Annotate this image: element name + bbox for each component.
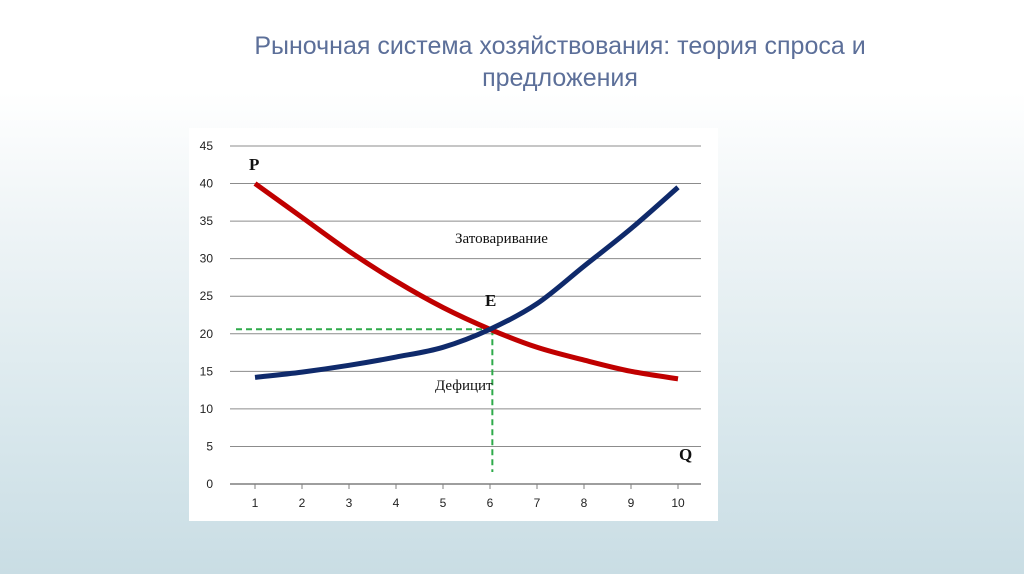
series-line-1 <box>253 181 679 382</box>
equilibrium-guides <box>236 328 494 472</box>
x-tick-label: 3 <box>346 496 353 510</box>
y-tick-labels: 0 5 10 15 20 25 30 35 40 45 <box>200 139 214 491</box>
series-lines <box>253 181 680 382</box>
y-tick-label: 5 <box>206 439 213 453</box>
x-tick-label: 10 <box>671 496 685 510</box>
x-tick-label: 2 <box>299 496 306 510</box>
x-tick-label: 5 <box>440 496 447 510</box>
x-tick-labels: 1 2 3 4 5 6 7 8 9 10 <box>252 484 685 510</box>
gridlines <box>230 145 701 447</box>
x-tick-label: 6 <box>487 496 494 510</box>
x-tick-label: 7 <box>534 496 541 510</box>
series-line-2 <box>254 185 680 380</box>
x-tick-label: 8 <box>581 496 588 510</box>
slide-title: Рыночная система хозяйствования: теория … <box>254 32 866 92</box>
price-axis-label: P <box>249 155 259 174</box>
y-tick-label: 30 <box>200 252 214 266</box>
deficit-label: Дефицит <box>435 378 493 394</box>
quantity-axis-label: Q <box>679 445 692 464</box>
y-tick-label: 25 <box>200 289 214 303</box>
y-tick-label: 0 <box>206 477 213 491</box>
x-tick-label: 9 <box>628 496 635 510</box>
surplus-label: Затоваривание <box>455 231 548 247</box>
y-tick-label: 10 <box>200 402 214 416</box>
chart-panel: 0 5 10 15 20 25 30 35 40 45 1 2 3 4 5 6 7 8 9 10 P Q E Зат… <box>189 128 718 521</box>
y-tick-label: 15 <box>200 364 214 378</box>
y-tick-label: 20 <box>200 327 214 341</box>
y-tick-label: 40 <box>200 177 214 191</box>
x-tick-label: 4 <box>393 496 400 510</box>
equilibrium-label: E <box>485 291 496 310</box>
y-tick-label: 45 <box>200 139 214 153</box>
y-tick-label: 35 <box>200 214 214 228</box>
x-tick-label: 1 <box>252 496 259 510</box>
